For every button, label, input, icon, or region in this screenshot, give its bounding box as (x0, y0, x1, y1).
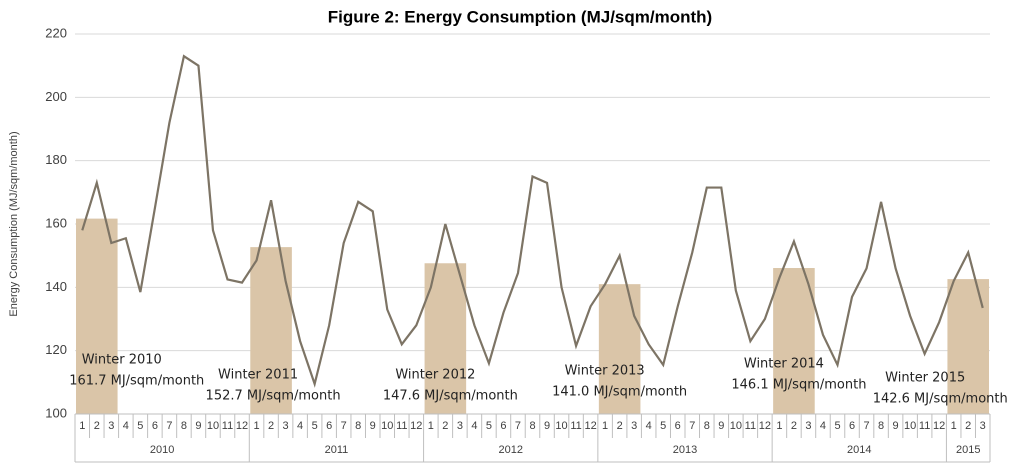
x-tick-label: 4 (646, 420, 652, 432)
winter-value-label: 142.6 MJ/sqm/month (873, 392, 1008, 407)
x-tick-label: 11 (919, 420, 930, 432)
y-tick-label: 160 (45, 215, 67, 230)
winter-bar (76, 218, 118, 414)
x-tick-label: 10 (904, 420, 916, 432)
x-tick-label: 10 (207, 420, 219, 432)
x-group-label: 2011 (325, 444, 349, 456)
x-tick-label: 9 (195, 420, 201, 432)
x-tick-label: 10 (381, 420, 393, 432)
winter-label: Winter 2012 (395, 368, 475, 383)
x-tick-label: 6 (849, 420, 855, 432)
x-tick-label: 9 (370, 420, 376, 432)
winter-label: Winter 2015 (885, 371, 965, 386)
x-tick-label: 8 (704, 420, 710, 432)
x-tick-label: 12 (933, 420, 945, 432)
x-tick-label: 1 (776, 420, 782, 432)
x-tick-label: 5 (312, 420, 318, 432)
x-tick-label: 2 (442, 420, 448, 432)
x-tick-label: 12 (584, 420, 596, 432)
x-tick-label: 3 (805, 420, 811, 432)
x-tick-label: 7 (341, 420, 347, 432)
x-tick-label: 5 (137, 420, 143, 432)
x-tick-label: 1 (79, 420, 85, 432)
x-tick-label: 2 (617, 420, 623, 432)
x-tick-label: 11 (396, 420, 407, 432)
x-tick-label: 1 (951, 420, 957, 432)
x-tick-label: 6 (152, 420, 158, 432)
x-tick-label: 8 (355, 420, 361, 432)
x-tick-label: 11 (222, 420, 233, 432)
x-tick-label: 7 (166, 420, 172, 432)
x-tick-label: 5 (486, 420, 492, 432)
winter-value-label: 161.7 MJ/sqm/month (69, 374, 204, 389)
y-axis-label: Energy Consumption (MJ/sqm/month) (8, 131, 20, 316)
x-tick-label: 5 (660, 420, 666, 432)
x-tick-label: 11 (745, 420, 756, 432)
x-tick-label: 9 (544, 420, 550, 432)
x-group-label: 2012 (498, 444, 522, 456)
x-tick-label: 6 (326, 420, 332, 432)
x-tick-label: 5 (834, 420, 840, 432)
x-tick-label: 2 (94, 420, 100, 432)
x-tick-label: 7 (689, 420, 695, 432)
x-group-label: 2015 (956, 444, 980, 456)
x-tick-label: 7 (515, 420, 521, 432)
x-tick-label: 12 (236, 420, 248, 432)
x-tick-label: 4 (471, 420, 477, 432)
x-group-label: 2014 (847, 444, 871, 456)
x-tick-label: 12 (410, 420, 422, 432)
x-tick-label: 8 (181, 420, 187, 432)
x-tick-label: 2 (965, 420, 971, 432)
y-tick-label: 200 (45, 89, 67, 104)
winter-label: Winter 2011 (218, 368, 298, 383)
x-tick-label: 11 (570, 420, 581, 432)
y-tick-label: 180 (45, 152, 67, 167)
x-tick-label: 4 (297, 420, 303, 432)
x-tick-label: 2 (791, 420, 797, 432)
x-tick-label: 7 (863, 420, 869, 432)
x-tick-label: 9 (893, 420, 899, 432)
y-tick-label: 220 (45, 25, 67, 40)
winter-bar (773, 268, 815, 414)
x-tick-label: 3 (283, 420, 289, 432)
chart-title: Figure 2: Energy Consumption (MJ/sqm/mon… (328, 7, 712, 26)
x-tick-label: 4 (123, 420, 129, 432)
winter-value-label: 152.7 MJ/sqm/month (206, 389, 341, 404)
data-line (81, 54, 984, 388)
x-tick-label: 3 (457, 420, 463, 432)
x-group-label: 2013 (673, 444, 697, 456)
x-tick-label: 6 (500, 420, 506, 432)
x-tick-label: 4 (820, 420, 826, 432)
x-tick-label: 6 (675, 420, 681, 432)
x-tick-label: 1 (253, 420, 259, 432)
winter-value-label: 141.0 MJ/sqm/month (552, 385, 687, 400)
x-tick-label: 3 (631, 420, 637, 432)
winter-label: Winter 2013 (565, 364, 645, 379)
x-tick-label: 10 (730, 420, 742, 432)
x-tick-label: 1 (428, 420, 434, 432)
x-tick-label: 10 (555, 420, 567, 432)
x-tick-label: 9 (718, 420, 724, 432)
winter-bar (598, 284, 641, 414)
x-tick-label: 3 (108, 420, 114, 432)
x-tick-label: 2 (268, 420, 274, 432)
x-tick-label: 8 (529, 420, 535, 432)
x-group-label: 2010 (150, 444, 174, 456)
x-tick-label: 1 (602, 420, 608, 432)
winter-value-label: 146.1 MJ/sqm/month (731, 378, 866, 393)
winter-label: Winter 2010 (82, 353, 162, 368)
winter-value-label: 147.6 MJ/sqm/month (383, 389, 518, 404)
y-tick-label: 100 (45, 405, 67, 420)
winter-label: Winter 2014 (744, 357, 824, 372)
x-tick-label: 8 (878, 420, 884, 432)
y-tick-label: 120 (45, 342, 67, 357)
x-tick-label: 3 (980, 420, 986, 432)
x-tick-label: 12 (759, 420, 771, 432)
y-tick-label: 140 (45, 279, 67, 294)
